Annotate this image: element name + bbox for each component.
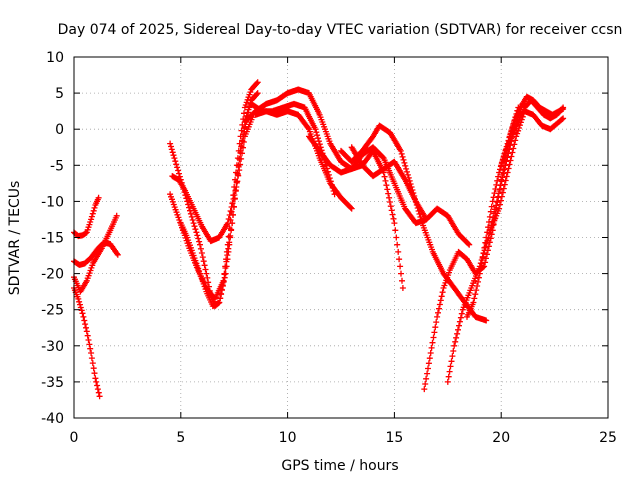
y-tick-label: 5 (55, 86, 64, 102)
series-track-12 (306, 133, 473, 248)
series-markers (487, 108, 567, 234)
y-tick-label: -15 (41, 231, 64, 247)
x-tick-label: 10 (279, 430, 297, 446)
x-tick-label: 5 (176, 430, 185, 446)
y-tick-label: -35 (41, 375, 64, 391)
series-track-11 (252, 108, 355, 212)
y-tick-label: -5 (50, 158, 64, 174)
y-tick-label: -10 (41, 194, 64, 210)
y-tick-label: -25 (41, 303, 64, 319)
y-tick-label: -40 (41, 411, 64, 427)
series-markers (348, 144, 430, 223)
y-tick-label: 0 (55, 122, 64, 138)
series-track-18 (487, 108, 567, 234)
x-tick-label: 15 (385, 430, 403, 446)
x-tick-label: 0 (70, 430, 79, 446)
chart-title: Day 074 of 2025, Sidereal Day-to-day VTE… (58, 22, 623, 38)
series-markers (498, 93, 567, 169)
x-tick-label: 20 (492, 430, 510, 446)
y-tick-label: -20 (41, 267, 64, 283)
plot-area (71, 79, 567, 400)
y-tick-label: 10 (46, 50, 64, 66)
axes: 0 5 10 15 20 25 -40 -35 -30 -25 -20 -15 -10 -5 0 5 10 (41, 50, 617, 446)
series-track-14 (348, 144, 430, 223)
series-markers (177, 90, 261, 310)
series-track-08 (177, 90, 261, 310)
x-axis-title: GPS time / hours (281, 458, 398, 474)
x-tick-label: 25 (599, 430, 617, 446)
grid (74, 57, 608, 418)
y-tick-label: -30 (41, 339, 64, 355)
series-markers (252, 108, 355, 212)
y-axis-title: SDTVAR / TECUs (7, 181, 23, 296)
series-track-19 (498, 93, 567, 169)
series-markers (306, 133, 473, 248)
